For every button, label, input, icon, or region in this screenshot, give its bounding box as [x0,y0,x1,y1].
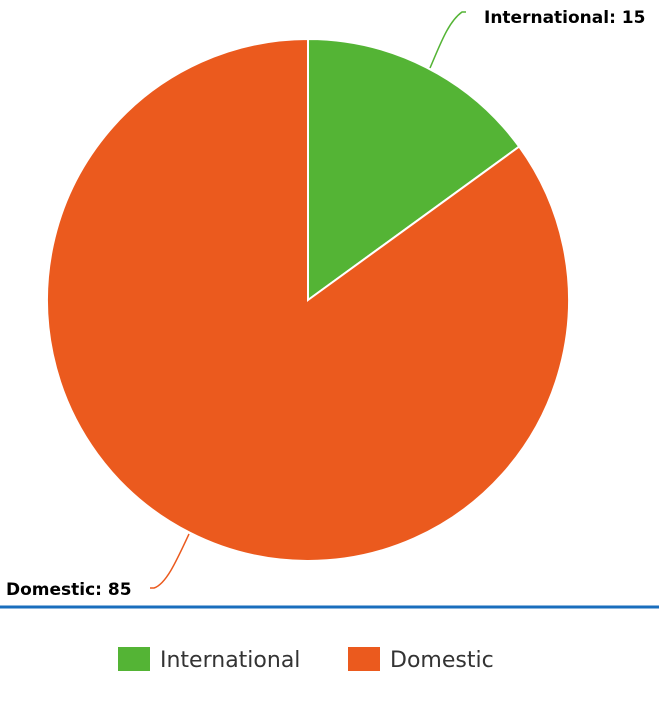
legend-label-domestic: Domestic [390,648,494,673]
legend-label-international: International [160,648,300,673]
data-label-international: International: 15 [484,8,645,28]
pie-slices [46,37,570,562]
label-connectors [150,11,466,589]
legend-swatch-domestic [348,647,380,671]
connector-domestic [150,533,190,589]
legend-item-domestic[interactable]: Domestic [348,647,494,673]
pie-slice-international[interactable] [307,37,521,302]
legend-item-international[interactable]: International [118,647,300,673]
data-label-domestic: Domestic: 85 [6,580,132,600]
legend: International Domestic [118,647,494,673]
connector-international [429,11,466,69]
data-labels: International: 15 Domestic: 85 [6,8,645,600]
pie-slice-domestic[interactable] [46,37,570,562]
legend-swatch-international [118,647,150,671]
